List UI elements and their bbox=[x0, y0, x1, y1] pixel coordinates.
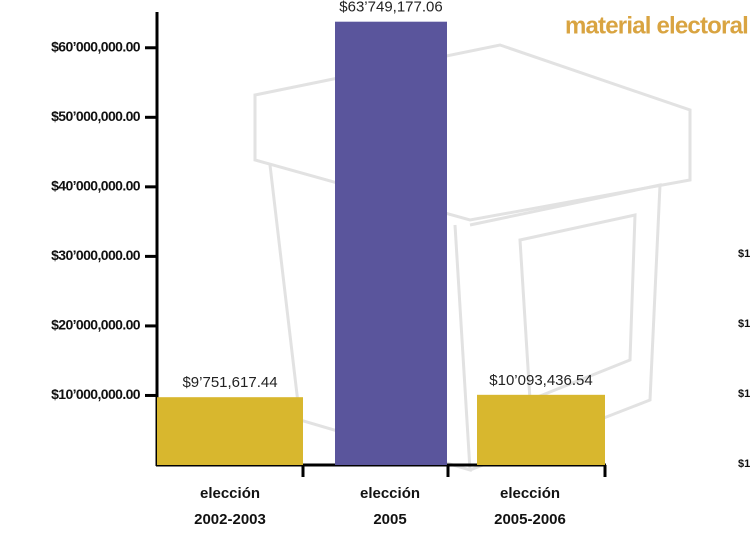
partial-label: $1.4 bbox=[738, 318, 750, 330]
x-tick-label: 2005-2006 bbox=[494, 511, 566, 528]
value-label: $9’751,617.44 bbox=[182, 374, 277, 391]
y-tick-label: $40’000,000.00 bbox=[51, 178, 141, 194]
value-label: $10’093,436.54 bbox=[489, 372, 592, 389]
y-tick-label: $60’000,000.00 bbox=[51, 38, 141, 54]
x-tick-label: elección bbox=[500, 485, 560, 502]
x-tick-label: 2002-2003 bbox=[194, 511, 266, 528]
y-tick-label: $10’000,000.00 bbox=[51, 386, 141, 402]
partial-label: $1.2 bbox=[738, 388, 750, 400]
bar bbox=[335, 21, 447, 466]
y-tick-label: $20’000,000.00 bbox=[51, 317, 141, 333]
value-label: $63’749,177.06 bbox=[339, 0, 442, 16]
y-tick-label: $30’000,000.00 bbox=[51, 247, 141, 263]
background-illustration bbox=[253, 43, 692, 473]
x-tick-label: elección bbox=[360, 485, 420, 502]
x-tick-label: elección bbox=[200, 485, 260, 502]
x-tick-label: 2005 bbox=[373, 511, 406, 528]
partial-label: $1.0 bbox=[738, 458, 750, 470]
partial-label: $1.6 bbox=[738, 248, 750, 260]
y-tick-label: $50’000,000.00 bbox=[51, 108, 141, 124]
bar bbox=[477, 394, 605, 465]
bar bbox=[157, 397, 303, 465]
chart-title: material electoral bbox=[565, 12, 748, 39]
